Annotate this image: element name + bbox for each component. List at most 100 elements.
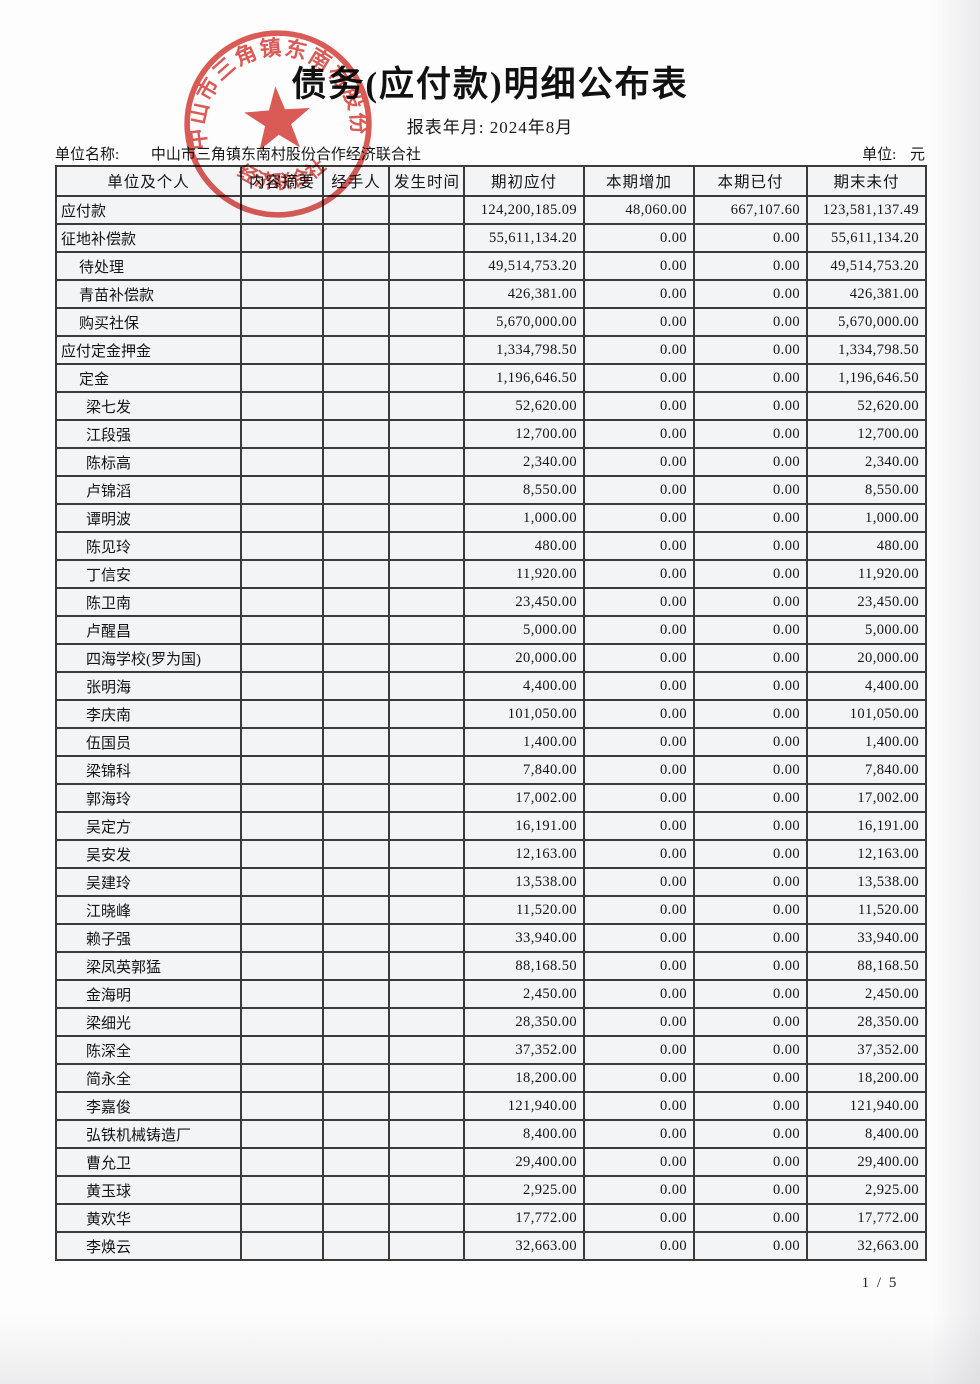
cell-date bbox=[388, 419, 465, 449]
cell-increase: 0.00 bbox=[583, 755, 695, 785]
cell-opening: 5,000.00 bbox=[463, 615, 585, 645]
cell-opening: 49,514,753.20 bbox=[463, 251, 585, 281]
cell-paid: 0.00 bbox=[693, 307, 808, 337]
cell-date bbox=[388, 923, 465, 953]
currency-unit: 单位: 元 bbox=[862, 143, 925, 164]
cell-date bbox=[388, 643, 465, 673]
cell-closing: 4,400.00 bbox=[806, 671, 927, 701]
cell-opening: 12,700.00 bbox=[463, 419, 585, 449]
table-row: 陈见玲 480.00 0.00 0.00 480.00 bbox=[55, 531, 927, 561]
cell-label: 金海明 bbox=[55, 979, 242, 1009]
table-row: 梁凤英郭猛 88,168.50 0.00 0.00 88,168.50 bbox=[55, 951, 927, 981]
cell-date bbox=[388, 1203, 465, 1233]
cell-increase: 0.00 bbox=[583, 839, 695, 869]
cell-paid: 0.00 bbox=[693, 447, 808, 477]
table-row: 购买社保 5,670,000.00 0.00 0.00 5,670,000.00 bbox=[55, 307, 927, 337]
cell-date bbox=[388, 503, 465, 533]
cell-increase: 0.00 bbox=[583, 951, 695, 981]
column-header: 本期已付 bbox=[693, 165, 808, 197]
cell-increase: 0.00 bbox=[583, 447, 695, 477]
cell-label: 定金 bbox=[55, 363, 242, 393]
cell-closing: 7,840.00 bbox=[806, 755, 927, 785]
cell-date bbox=[388, 531, 465, 561]
cell-label: 征地补偿款 bbox=[55, 223, 242, 253]
cell-closing: 17,002.00 bbox=[806, 783, 927, 813]
currency-unit-label: 单位: bbox=[862, 147, 897, 163]
cell-increase: 0.00 bbox=[583, 251, 695, 281]
cell-closing: 13,538.00 bbox=[806, 867, 927, 897]
table-row: 江晓峰 11,520.00 0.00 0.00 11,520.00 bbox=[55, 895, 927, 925]
cell-paid: 0.00 bbox=[693, 363, 808, 393]
table-row: 梁锦科 7,840.00 0.00 0.00 7,840.00 bbox=[55, 755, 927, 785]
cell-summary bbox=[240, 279, 324, 309]
cell-date bbox=[388, 1175, 465, 1205]
cell-increase: 0.00 bbox=[583, 1231, 695, 1261]
cell-opening: 33,940.00 bbox=[463, 923, 585, 953]
cell-label: 吴建玲 bbox=[55, 867, 242, 897]
cell-increase: 0.00 bbox=[583, 1035, 695, 1065]
cell-summary bbox=[240, 447, 324, 477]
cell-paid: 0.00 bbox=[693, 223, 808, 253]
cell-handler bbox=[322, 895, 390, 925]
cell-label: 梁凤英郭猛 bbox=[55, 951, 242, 981]
cell-increase: 0.00 bbox=[583, 223, 695, 253]
cell-date bbox=[388, 587, 465, 617]
table-row: 郭海玲 17,002.00 0.00 0.00 17,002.00 bbox=[55, 783, 927, 813]
cell-paid: 0.00 bbox=[693, 251, 808, 281]
cell-paid: 0.00 bbox=[693, 615, 808, 645]
cell-summary bbox=[240, 531, 324, 561]
table-row: 张明海 4,400.00 0.00 0.00 4,400.00 bbox=[55, 671, 927, 701]
cell-date bbox=[388, 391, 465, 421]
table-body: 应付款 124,200,185.09 48,060.00 667,107.60 123,… bbox=[55, 195, 927, 1261]
cell-increase: 0.00 bbox=[583, 1203, 695, 1233]
cell-date bbox=[388, 251, 465, 281]
cell-label: 梁锦科 bbox=[55, 755, 242, 785]
table-row: 吴安发 12,163.00 0.00 0.00 12,163.00 bbox=[55, 839, 927, 869]
cell-handler bbox=[322, 391, 390, 421]
cell-date bbox=[388, 811, 465, 841]
cell-opening: 52,620.00 bbox=[463, 391, 585, 421]
cell-opening: 11,920.00 bbox=[463, 559, 585, 589]
cell-paid: 0.00 bbox=[693, 979, 808, 1009]
cell-handler bbox=[322, 307, 390, 337]
cell-summary bbox=[240, 895, 324, 925]
cell-summary bbox=[240, 475, 324, 505]
cell-summary bbox=[240, 867, 324, 897]
cell-closing: 1,334,798.50 bbox=[806, 335, 927, 365]
cell-date bbox=[388, 755, 465, 785]
cell-opening: 18,200.00 bbox=[463, 1063, 585, 1093]
cell-opening: 28,350.00 bbox=[463, 1007, 585, 1037]
cell-paid: 0.00 bbox=[693, 643, 808, 673]
cell-date bbox=[388, 615, 465, 645]
cell-paid: 0.00 bbox=[693, 895, 808, 925]
cell-date bbox=[388, 447, 465, 477]
cell-label: 待处理 bbox=[55, 251, 242, 281]
column-header: 期初应付 bbox=[463, 165, 585, 197]
table-row: 黄欢华 17,772.00 0.00 0.00 17,772.00 bbox=[55, 1203, 927, 1233]
cell-increase: 0.00 bbox=[583, 531, 695, 561]
cell-date bbox=[388, 1091, 465, 1121]
cell-date bbox=[388, 1007, 465, 1037]
cell-paid: 0.00 bbox=[693, 951, 808, 981]
cell-paid: 0.00 bbox=[693, 531, 808, 561]
cell-summary bbox=[240, 699, 324, 729]
cell-date bbox=[388, 783, 465, 813]
cell-summary bbox=[240, 811, 324, 841]
page-title: 债务(应付款)明细公布表 bbox=[291, 65, 689, 104]
cell-opening: 101,050.00 bbox=[463, 699, 585, 729]
cell-closing: 123,581,137.49 bbox=[806, 195, 927, 225]
cell-closing: 11,520.00 bbox=[806, 895, 927, 925]
table-row: 黄玉球 2,925.00 0.00 0.00 2,925.00 bbox=[55, 1175, 927, 1205]
table-row: 应付定金押金 1,334,798.50 0.00 0.00 1,334,798.50 bbox=[55, 335, 927, 365]
column-header: 期末未付 bbox=[806, 165, 927, 197]
cell-label: 应付款 bbox=[55, 195, 242, 225]
cell-closing: 17,772.00 bbox=[806, 1203, 927, 1233]
cell-opening: 88,168.50 bbox=[463, 951, 585, 981]
cell-paid: 0.00 bbox=[693, 1035, 808, 1065]
cell-opening: 11,520.00 bbox=[463, 895, 585, 925]
table-row: 丁信安 11,920.00 0.00 0.00 11,920.00 bbox=[55, 559, 927, 589]
cell-summary bbox=[240, 1203, 324, 1233]
table-row: 应付款 124,200,185.09 48,060.00 667,107.60 123,… bbox=[55, 195, 927, 225]
cell-opening: 1,000.00 bbox=[463, 503, 585, 533]
unit-name: 单位名称: 中山市三角镇东南村股份合作经济联合社 bbox=[55, 143, 421, 164]
